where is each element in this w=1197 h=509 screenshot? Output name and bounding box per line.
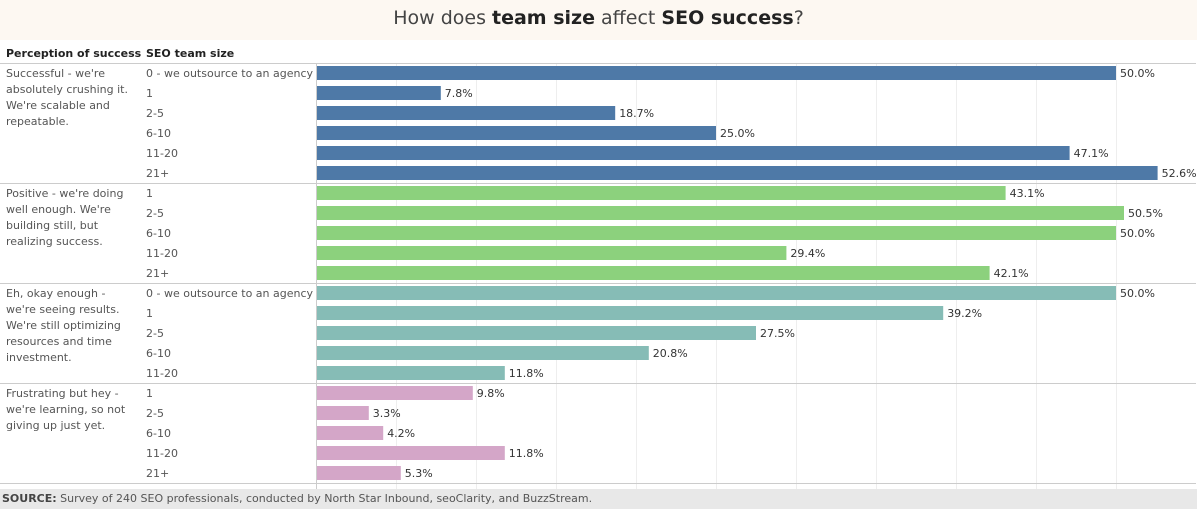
bar — [317, 286, 1116, 300]
source-bar — [0, 489, 1197, 509]
data-label: 20.8% — [653, 347, 688, 360]
category-label: 1 — [146, 87, 153, 100]
data-label: 50.0% — [1120, 67, 1155, 80]
data-label: 43.1% — [1010, 187, 1045, 200]
chart-title: How does team size affect SEO success? — [393, 7, 804, 29]
category-label: 6-10 — [146, 127, 171, 140]
category-label: 2-5 — [146, 407, 164, 420]
bar — [317, 346, 649, 360]
bar — [317, 106, 616, 120]
category-label: 11-20 — [146, 447, 178, 460]
bar — [317, 226, 1116, 240]
data-label: 42.1% — [994, 267, 1029, 280]
category-label: 6-10 — [146, 427, 171, 440]
bar — [317, 466, 401, 480]
category-label: 0 - we outsource to an agency — [146, 67, 314, 80]
bar — [317, 86, 441, 100]
bar — [317, 446, 505, 460]
data-label: 5.3% — [405, 467, 433, 480]
data-label: 4.2% — [387, 427, 415, 440]
data-label: 18.7% — [619, 107, 654, 120]
category-label: 2-5 — [146, 207, 164, 220]
title-bar — [0, 0, 1197, 40]
bar — [317, 66, 1116, 80]
category-label: 1 — [146, 387, 153, 400]
data-label: 11.8% — [509, 367, 544, 380]
data-label: 52.6% — [1162, 167, 1197, 180]
bar — [317, 166, 1158, 180]
category-label: 6-10 — [146, 347, 171, 360]
data-label: 50.0% — [1120, 287, 1155, 300]
bar — [317, 146, 1070, 160]
data-label: 25.0% — [720, 127, 755, 140]
category-label: 2-5 — [146, 107, 164, 120]
bar — [317, 426, 384, 440]
category-label: 21+ — [146, 467, 169, 480]
category-label: 2-5 — [146, 327, 164, 340]
source-note: SOURCE: Survey of 240 SEO professionals,… — [2, 492, 593, 505]
category-label: 21+ — [146, 167, 169, 180]
perception-header: Perception of success — [6, 47, 142, 60]
bar — [317, 366, 505, 380]
data-label: 50.0% — [1120, 227, 1155, 240]
data-label: 29.4% — [790, 247, 825, 260]
category-label: 11-20 — [146, 367, 178, 380]
bar — [317, 406, 369, 420]
bar — [317, 326, 756, 340]
bar — [317, 386, 473, 400]
bar — [317, 246, 787, 260]
data-label: 7.8% — [445, 87, 473, 100]
category-label: 1 — [146, 307, 153, 320]
group-label: Frustrating but hey -we're learning, so … — [6, 387, 126, 432]
category-label: 11-20 — [146, 247, 178, 260]
category-label: 1 — [146, 187, 153, 200]
group-label: Positive - we're doing well enough. We're… — [6, 187, 123, 248]
category-label: 11-20 — [146, 147, 178, 160]
group-label: Successful - we're absolutely crushing it… — [6, 67, 128, 128]
category-label: 21+ — [146, 267, 169, 280]
category-label: 0 - we outsource to an agency — [146, 287, 314, 300]
team-size-header: SEO team size — [146, 47, 235, 60]
group-label: Eh, okay enough -we're seeing results. We… — [6, 287, 121, 364]
bar — [317, 186, 1006, 200]
bar — [317, 126, 716, 140]
data-label: 9.8% — [477, 387, 505, 400]
bar — [317, 206, 1124, 220]
data-label: 47.1% — [1074, 147, 1109, 160]
data-label: 11.8% — [509, 447, 544, 460]
category-label: 6-10 — [146, 227, 171, 240]
bar — [317, 306, 944, 320]
data-label: 27.5% — [760, 327, 795, 340]
data-label: 50.5% — [1128, 207, 1163, 220]
data-label: 39.2% — [947, 307, 982, 320]
bar — [317, 266, 990, 280]
data-label: 3.3% — [373, 407, 401, 420]
